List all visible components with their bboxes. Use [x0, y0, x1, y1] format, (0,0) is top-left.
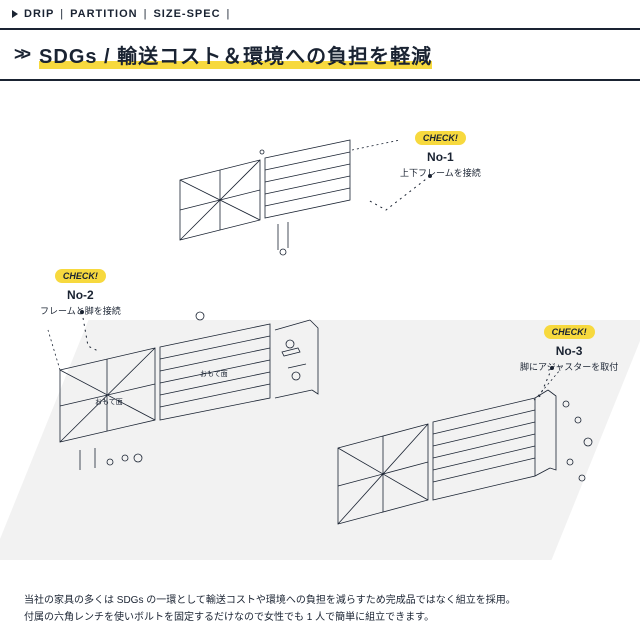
- svg-text:おもて面: おもて面: [95, 398, 123, 406]
- step-no: No-1: [400, 150, 481, 164]
- check-badge: CHECK!: [415, 131, 466, 145]
- step-desc: 脚にアジャスターを取付: [520, 360, 618, 373]
- assembly-diagram-2: おもて面 おもて面: [50, 320, 340, 485]
- assembly-diagram-1: [170, 120, 400, 265]
- step-desc: 上下フレームを接続: [400, 166, 481, 179]
- step-no: No-2: [40, 288, 121, 302]
- svg-text:おもて面: おもて面: [200, 370, 228, 378]
- assembly-diagram-3: [330, 390, 610, 565]
- step-label-2: CHECK! No-2 フレームと脚を接続: [40, 266, 121, 317]
- check-badge: CHECK!: [55, 269, 106, 283]
- step-label-3: CHECK! No-3 脚にアジャスターを取付: [520, 322, 618, 373]
- step-no: No-3: [520, 344, 618, 358]
- step-label-1: CHECK! No-1 上下フレームを接続: [400, 128, 481, 179]
- check-badge: CHECK!: [544, 325, 595, 339]
- step-desc: フレームと脚を接続: [40, 304, 121, 317]
